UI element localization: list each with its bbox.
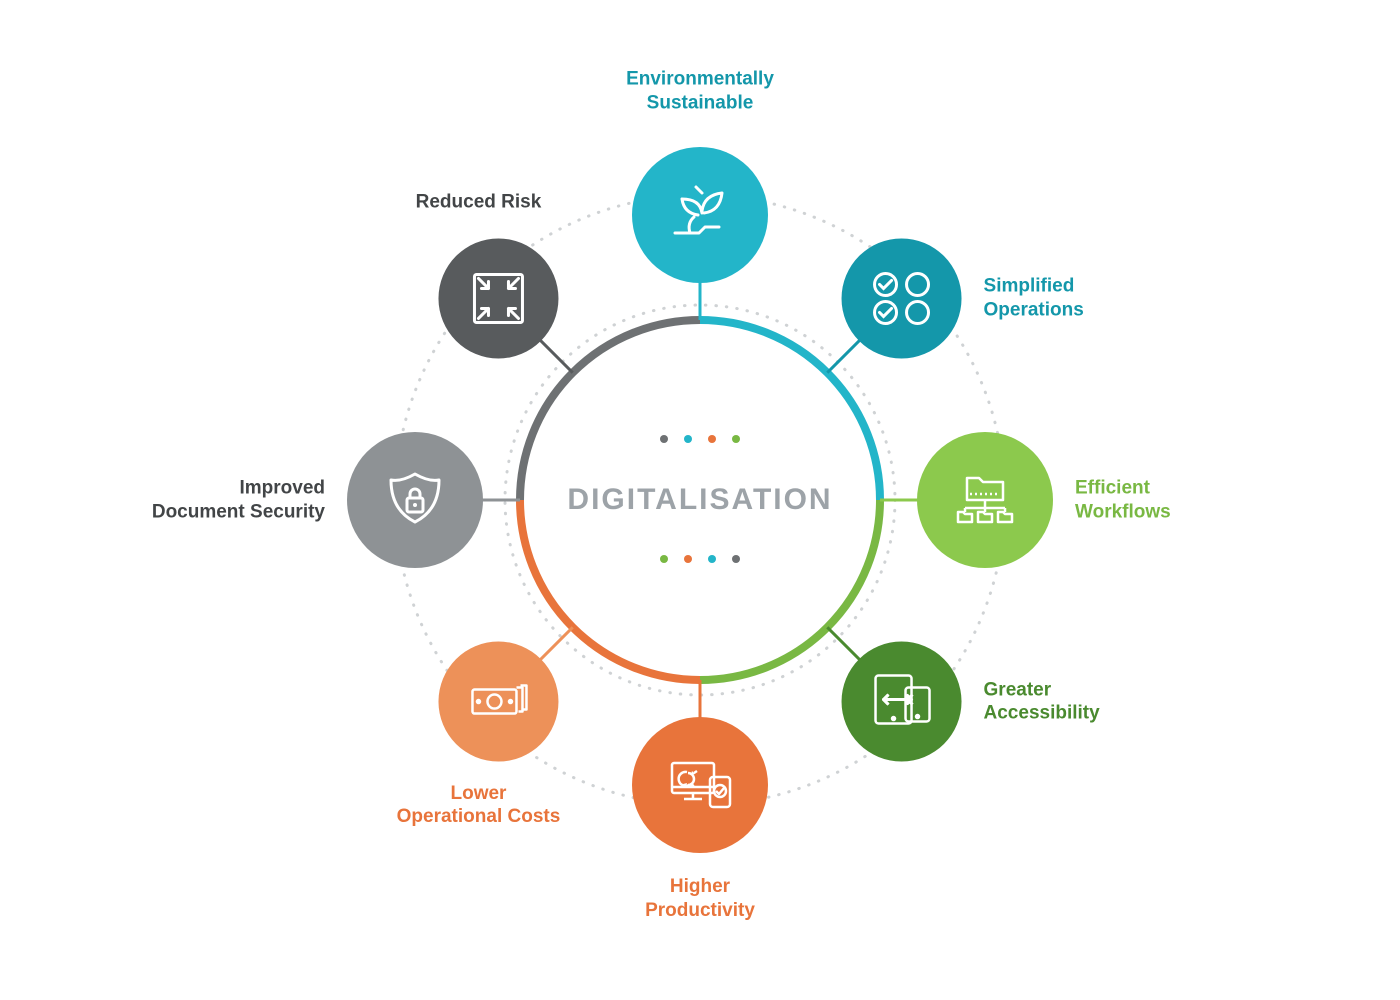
higher-productivity-label: Higher Productivity <box>645 875 755 923</box>
radial-diagram: DIGITALISATION Environmentally Sustainab… <box>200 50 1200 950</box>
simplified-ops-label: Simplified Operations <box>984 275 1084 323</box>
center-dot <box>684 555 692 563</box>
center-dot <box>660 435 668 443</box>
center-dot <box>684 435 692 443</box>
doc-security-label: Improved Document Security <box>152 476 325 524</box>
lower-costs-label: Lower Operational Costs <box>397 782 561 830</box>
center-ellipsis-bottom <box>660 555 740 563</box>
center-dot <box>732 555 740 563</box>
center-dot <box>732 435 740 443</box>
center-dot <box>660 555 668 563</box>
env-sustainable-label: Environmentally Sustainable <box>626 68 774 116</box>
greater-accessibility-label: Greater Accessibility <box>984 678 1100 726</box>
efficient-workflows-label: Efficient Workflows <box>1075 476 1171 524</box>
center-ellipsis-top <box>660 435 740 443</box>
center-label: DIGITALISATION <box>567 483 832 517</box>
center-dot <box>708 555 716 563</box>
reduced-risk-label: Reduced Risk <box>416 191 542 215</box>
center-dot <box>708 435 716 443</box>
